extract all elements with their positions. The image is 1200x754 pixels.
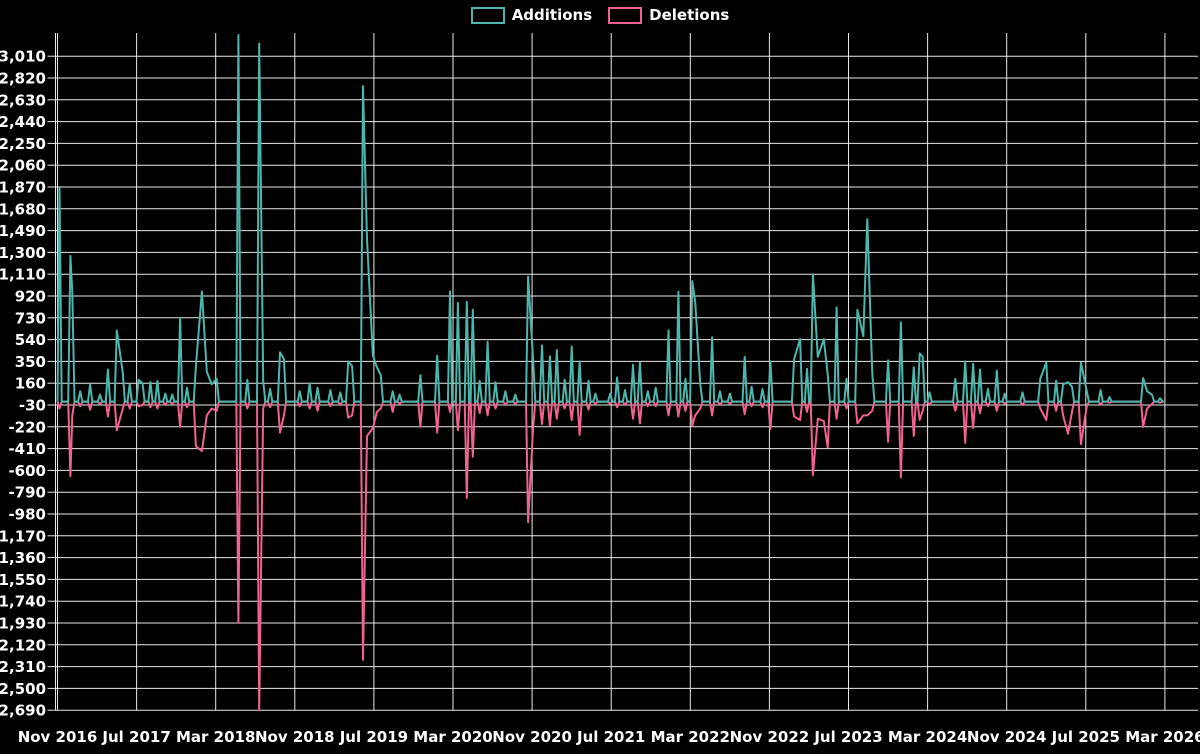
y-tick-label: -2,500 [0,680,46,698]
y-tick-label: -2,690 [0,702,46,720]
y-tick-label: 2,060 [0,157,46,175]
y-tick-label: -600 [8,462,46,480]
x-tick-label: Mar 2024 [888,728,967,746]
grid-lines [47,33,1198,711]
y-tick-label: -30 [19,397,46,415]
y-tick-label: -790 [8,484,46,502]
x-tick-label: Nov 2018 [255,728,335,746]
x-tick-label: Nov 2024 [967,728,1047,746]
deletions-swatch-icon [608,7,643,24]
x-tick-label: Jul 2017 [101,728,170,746]
y-tick-label: -2,310 [0,658,46,676]
y-tick-label: 1,300 [0,244,46,262]
y-axis-labels: 3,010 2,820 2,630 2,440 2,250 2,060 1,870 1,680… [0,48,46,720]
x-tick-label: Nov 2016 [18,728,98,746]
y-tick-label: 540 [15,331,46,349]
y-tick-label: -1,740 [0,593,46,611]
additions-line [56,34,1164,403]
x-tick-label: Jul 2021 [576,728,645,746]
y-tick-label: -1,930 [0,615,46,633]
legend-item-additions[interactable]: Additions [470,6,593,24]
y-tick-label: 160 [15,375,46,393]
legend-label-deletions: Deletions [649,6,730,24]
x-tick-label: Nov 2020 [492,728,572,746]
y-tick-label: -980 [8,506,46,524]
x-tick-label: Mar 2020 [413,728,492,746]
y-tick-label: 2,630 [0,91,46,109]
y-tick-label: 1,110 [0,266,46,284]
y-tick-label: -1,360 [0,549,46,567]
y-tick-label: -1,550 [0,571,46,589]
x-tick-label: Jul 2025 [1051,728,1120,746]
additions-swatch-icon [470,7,505,24]
x-tick-label: Mar 2026 [1125,728,1200,746]
y-tick-label: 1,870 [0,179,46,197]
y-tick-label: 2,440 [0,113,46,131]
x-tick-label: Jul 2019 [339,728,408,746]
x-tick-label: Mar 2018 [176,728,255,746]
y-tick-label: -410 [8,440,46,458]
y-tick-label: 2,820 [0,70,46,88]
x-tick-label: Nov 2022 [730,728,810,746]
y-tick-label: 1,680 [0,200,46,218]
y-tick-label: -1,170 [0,527,46,545]
y-tick-label: 3,010 [0,48,46,66]
legend-label-additions: Additions [511,6,593,24]
y-tick-label: 730 [15,309,46,327]
y-tick-label: 1,490 [0,222,46,240]
deletions-line [56,400,1164,712]
legend-item-deletions[interactable]: Deletions [608,7,729,24]
y-tick-label: -220 [8,418,46,436]
x-tick-label: Mar 2022 [651,728,730,746]
y-tick-label: 920 [15,288,46,306]
y-tick-label: -2,120 [0,636,46,654]
chart-legend: Additions Deletions [0,7,1200,24]
x-axis-labels: Nov 2016 Jul 2017 Mar 2018 Nov 2018 Jul 2019… [18,728,1200,746]
y-tick-label: 350 [15,353,46,371]
x-tick-label: Jul 2023 [813,728,882,746]
y-tick-label: 2,250 [0,135,46,153]
